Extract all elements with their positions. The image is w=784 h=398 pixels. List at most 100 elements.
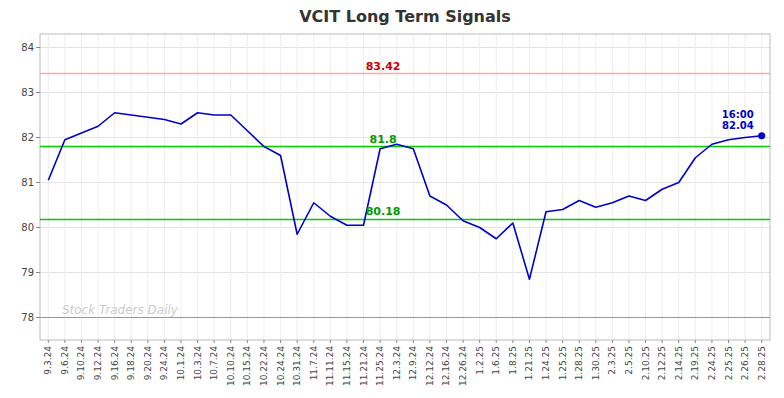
x-tick [297, 340, 298, 343]
grid-line-x [728, 34, 729, 340]
x-tick-label: 1.2.25 [475, 346, 485, 375]
grid-line-x [131, 34, 132, 340]
y-tick-label: 81 [21, 177, 34, 188]
x-tick-label: 11.15.24 [342, 346, 352, 386]
x-tick [645, 340, 646, 343]
grid-line-x [512, 34, 513, 340]
x-tick [413, 340, 414, 343]
grid-line-x [346, 34, 347, 340]
x-tick-label: 2.25.25 [724, 346, 734, 380]
y-axis: 78 79 80 81 82 83 84 [21, 42, 40, 323]
plot-area [40, 74, 770, 318]
x-tick [579, 340, 580, 343]
watermark: Stock Traders Daily [62, 303, 179, 317]
x-tick [214, 340, 215, 343]
x-tick-label: 2.19.25 [690, 346, 700, 380]
x-tick [529, 340, 530, 343]
signal-label: 80.18 [366, 205, 401, 218]
grid-line-x [247, 34, 248, 340]
grid-line-x [595, 34, 596, 340]
x-tick [728, 340, 729, 343]
x-tick-label: 11.25.24 [375, 346, 385, 386]
x-tick-label: 10.10.24 [226, 346, 236, 386]
grid-line-x [645, 34, 646, 340]
grid-line-x [463, 34, 464, 340]
grid-line-x [446, 34, 447, 340]
grid-line-x [330, 34, 331, 340]
x-tick-label: 11.11.24 [325, 346, 335, 386]
grid-line-x [413, 34, 414, 340]
x-tick [114, 340, 115, 343]
signal-label: 81.8 [370, 133, 397, 146]
grid-line-x [114, 34, 115, 340]
grid-line-x [181, 34, 182, 340]
x-tick-label: 12.3.24 [392, 346, 402, 381]
grid-line-x [612, 34, 613, 340]
last-point-annotation: 82.04 [722, 120, 754, 131]
x-tick [197, 340, 198, 343]
x-tick-label: 9.12.24 [93, 346, 103, 381]
grid-line-x [695, 34, 696, 340]
x-tick-label: 12.16.24 [441, 346, 451, 386]
x-tick [247, 340, 248, 343]
y-tick [36, 317, 40, 318]
x-tick-label: 10.7.24 [209, 346, 219, 381]
y-tick-label: 78 [21, 312, 34, 323]
x-tick [363, 340, 364, 343]
grid-line-x [230, 34, 231, 340]
grid-line-x [479, 34, 480, 340]
grid-line-x [662, 34, 663, 340]
x-tick [662, 340, 663, 343]
y-tick [36, 182, 40, 183]
signal-line [40, 219, 770, 221]
x-tick-label: 2.10.25 [641, 346, 651, 380]
y-tick-label: 83 [21, 87, 34, 98]
grid-line-x [81, 34, 82, 340]
grid-line-x [263, 34, 264, 340]
y-tick-label: 84 [21, 42, 34, 53]
grid-line-x [297, 34, 298, 340]
signal-line [40, 73, 770, 75]
grid-line-x [396, 34, 397, 340]
grid-line-x [280, 34, 281, 340]
grid-line-x [214, 34, 215, 340]
y-tick-label: 82 [21, 132, 34, 143]
x-tick-label: 9.20.24 [143, 346, 153, 381]
x-tick-label: 1.21.25 [524, 346, 534, 380]
x-tick [131, 340, 132, 343]
grid-line-x [164, 34, 165, 340]
x-tick-label: 11.7.24 [309, 346, 319, 381]
grid-line-x [711, 34, 712, 340]
x-axis: 9.3.249.6.249.10.249.12.249.16.249.18.24… [43, 340, 766, 386]
grid-line-y [40, 92, 770, 93]
x-tick [546, 340, 547, 343]
grid-line-y [40, 227, 770, 228]
x-tick [164, 340, 165, 343]
y-tick [36, 47, 40, 48]
signal-label: 83.42 [366, 60, 401, 73]
x-tick [64, 340, 65, 343]
title: VCIT Long Term Signals [299, 7, 511, 26]
x-tick [612, 340, 613, 343]
y-tick [36, 92, 40, 93]
last-point [758, 132, 765, 139]
x-tick-label: 1.25.25 [558, 346, 568, 380]
last-point-annotation: 16:00 [722, 109, 754, 120]
x-tick-label: 12.12.24 [425, 346, 435, 386]
y-tick-label: 79 [21, 267, 34, 278]
grid-line-y [40, 182, 770, 183]
grid-line-x [579, 34, 580, 340]
grid-line-x [628, 34, 629, 340]
x-tick [628, 340, 629, 343]
x-tick-label: 9.3.24 [43, 346, 53, 375]
x-tick-label: 9.10.24 [76, 346, 86, 381]
grid-line-x [147, 34, 148, 340]
y-tick-label: 80 [21, 222, 34, 233]
grid-line-x [562, 34, 563, 340]
grid-line-x [761, 34, 762, 340]
x-tick-label: 10.24.24 [276, 346, 286, 386]
x-tick [330, 340, 331, 343]
grid-line-y [40, 272, 770, 273]
x-tick-label: 2.26.25 [740, 346, 750, 380]
x-tick [595, 340, 596, 343]
